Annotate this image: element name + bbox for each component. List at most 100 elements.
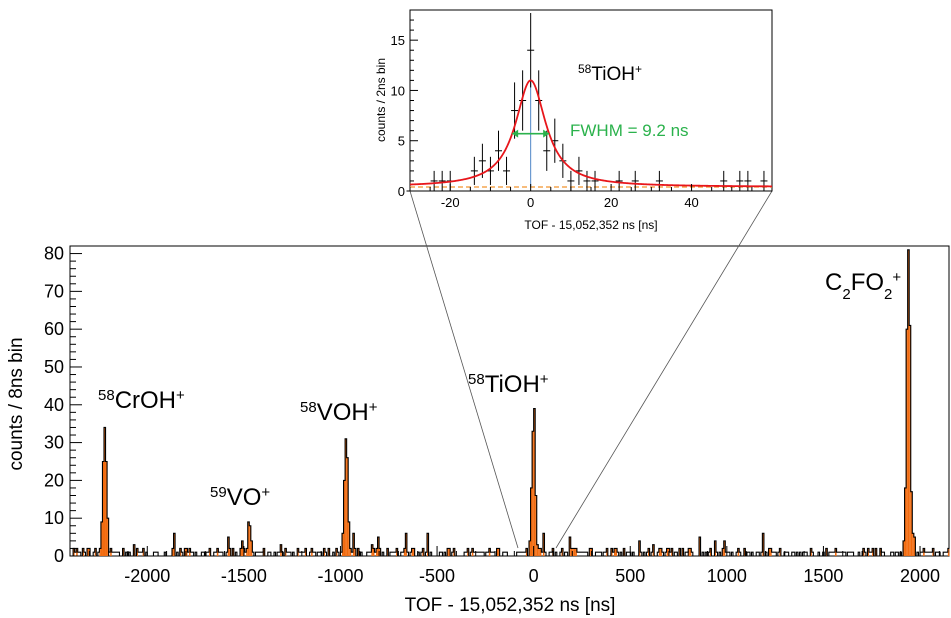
inset-data-point — [511, 82, 519, 139]
histogram-bin-fill — [250, 540, 253, 556]
histogram-bin-fill — [714, 540, 717, 556]
main-x-tick-label: -500 — [419, 566, 455, 586]
histogram-bin-fill — [240, 548, 242, 556]
histogram-bin-fill — [709, 548, 712, 556]
histogram-bin-fill — [311, 548, 313, 556]
inset-data-point — [575, 156, 583, 185]
histogram-bin-fill — [615, 548, 618, 556]
main-y-tick-label: 30 — [44, 433, 64, 453]
histogram-bin-fill — [862, 548, 865, 556]
histogram-bin-fill — [105, 461, 108, 556]
main-x-axis: -2000 -1500 -1000 -500 0 500 1000 1500 2000 — [69, 546, 940, 586]
histogram-bin-fill — [689, 548, 692, 556]
histogram-bin-fill — [76, 548, 78, 556]
histogram-bin-fill — [82, 548, 84, 556]
histogram-bin-fill — [678, 548, 681, 556]
histogram-bin-fill — [467, 548, 469, 556]
inset-data-point — [736, 170, 744, 191]
histogram-bin-fill — [932, 548, 934, 556]
inset-y-tick-label: 5 — [398, 134, 405, 149]
inset-data-point — [591, 170, 599, 191]
main-y-axis-label: counts / 8ns bin — [6, 337, 27, 470]
histogram-bin-fill — [73, 548, 75, 556]
histogram-bin-fill — [682, 548, 684, 556]
inset-x-tick-label: 40 — [684, 195, 698, 210]
histogram-outline — [70, 249, 950, 557]
inset-data-point — [655, 170, 663, 191]
histogram-bin-fill — [909, 325, 911, 556]
histogram-bin-fill — [623, 548, 625, 556]
inset-data-point — [430, 170, 438, 191]
zoom-connector-right — [555, 190, 773, 549]
histogram-bin-fill — [770, 548, 772, 556]
inset-plot-frame — [409, 9, 773, 192]
histogram-bin-fill — [396, 548, 398, 556]
histogram-bin-fill — [699, 537, 701, 556]
histogram-bin-fill — [910, 491, 913, 556]
peak-label: 59VO+ — [210, 484, 270, 512]
histogram-bin-fill — [247, 521, 250, 556]
histogram-bin-fill — [658, 548, 661, 556]
inset-data-point — [760, 170, 768, 191]
histogram-bin-fill — [427, 533, 429, 556]
histogram-bin-fill — [99, 548, 101, 556]
histogram-bin-fill — [648, 548, 650, 556]
histogram-bin-fill — [405, 533, 407, 556]
main-x-tick-label: -2000 — [124, 566, 170, 586]
histogram-bin-fill — [573, 548, 576, 556]
histogram-bin-fill — [448, 548, 451, 556]
histogram-bin-fill — [343, 480, 346, 556]
histogram-bin-fill — [229, 548, 231, 556]
histogram-bin-fill — [872, 548, 874, 556]
main-y-tick-label: 70 — [44, 281, 64, 301]
histogram-bin-fill — [104, 427, 106, 556]
peak-label: 58CrOH+ — [98, 387, 185, 415]
inset-species-text: 58TiOH+ — [578, 62, 642, 85]
main-x-axis-label: TOF - 15,052,352 ns [ns] — [405, 595, 616, 616]
histogram-bin-fill — [232, 548, 234, 556]
histogram-bin-fill — [688, 548, 690, 556]
inset-y-tick-label: 15 — [391, 33, 405, 48]
histogram-bin-fill — [411, 548, 414, 556]
histogram-bin-fill — [304, 548, 307, 556]
main-peak-labels: 58CrOH+ 59VO+ 58VOH+ 58TiOH+ C2FO2+ — [98, 269, 901, 512]
main-y-tick-label: 50 — [44, 357, 64, 377]
main-plot-frame — [69, 245, 950, 557]
main-histogram: -2000 -1500 -1000 -500 0 500 1000 1500 2000 0 10 2… — [6, 244, 950, 616]
histogram-bin-fill — [539, 548, 542, 556]
histogram-bin-fill — [371, 544, 373, 556]
histogram-bin-fill — [569, 537, 571, 556]
histogram-bin-fill — [376, 548, 378, 556]
inset-x-tick-label: 20 — [604, 195, 618, 210]
histogram-bin-fill — [768, 548, 771, 556]
inset-data-point — [615, 170, 623, 191]
histogram-bin-fill — [666, 548, 669, 556]
histogram-bin-fill — [379, 548, 381, 556]
histogram-bin-fill — [216, 548, 219, 556]
main-y-tick-label: 80 — [44, 244, 64, 264]
inset-x-axis-label: TOF - 15,052,352 ns [ns] — [524, 218, 657, 232]
histogram-bin-fill — [102, 461, 105, 556]
histogram-bin-fill — [357, 548, 360, 556]
main-x-tick-label: 500 — [615, 566, 645, 586]
histogram-bin-fill — [189, 548, 191, 556]
histogram-bin-fill — [142, 548, 145, 556]
histogram-bin-fill — [107, 518, 109, 556]
inset-x-tick-label: -20 — [441, 195, 460, 210]
inset-y-axis-label: counts / 2ns bin — [374, 58, 388, 142]
histogram-bin-fill — [377, 537, 380, 556]
histogram-bin-fill — [660, 548, 662, 556]
peak-label: 58VOH+ — [300, 399, 378, 427]
histogram-bin-fill — [249, 525, 251, 556]
histogram-bin-fill — [542, 533, 545, 556]
histogram-bin-fill — [263, 548, 265, 556]
histogram-bin-fill — [413, 548, 415, 556]
histogram-bin-fill — [348, 521, 350, 556]
main-y-tick-label: 10 — [44, 508, 64, 528]
histogram-bin-fill — [538, 548, 540, 556]
inset-data-point — [720, 170, 728, 191]
histogram-bin-fill — [610, 548, 613, 556]
histogram-bin-fill — [572, 548, 574, 556]
main-y-tick-label: 20 — [44, 470, 64, 490]
inset-data-point — [470, 156, 478, 185]
